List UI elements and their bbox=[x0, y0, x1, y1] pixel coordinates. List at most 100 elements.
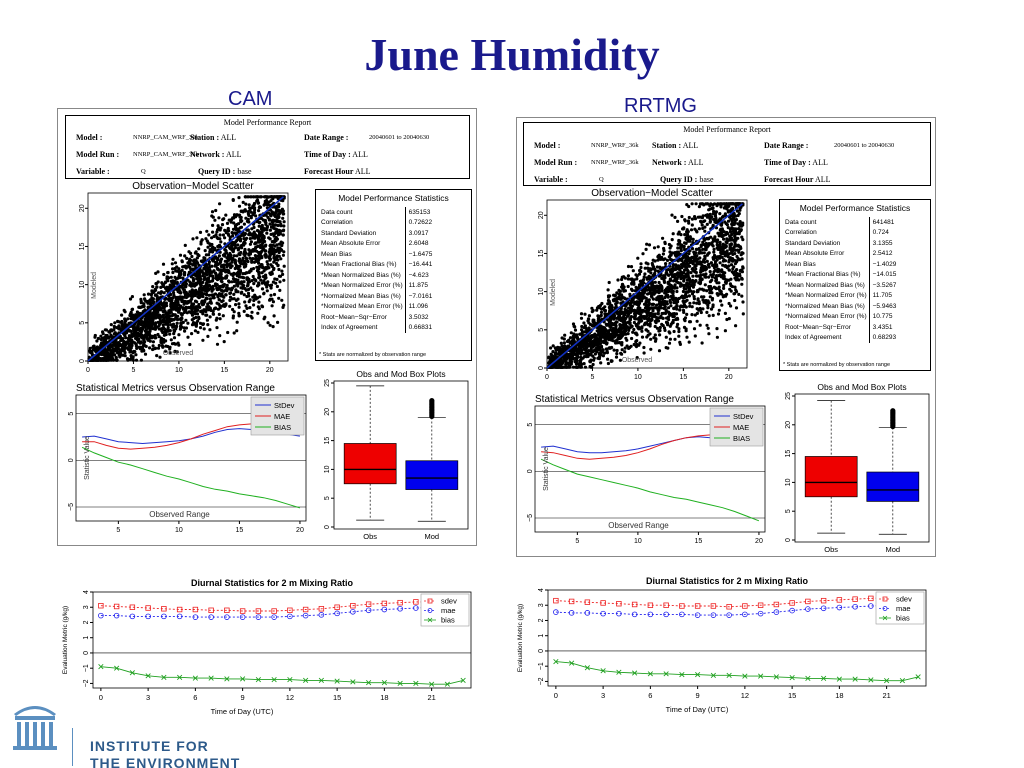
scatter-point bbox=[212, 269, 216, 273]
scatter-point bbox=[175, 350, 179, 354]
x-tick-label: 10 bbox=[175, 367, 183, 374]
scatter-point bbox=[735, 202, 739, 206]
scatter-point bbox=[252, 225, 256, 230]
scatter-point bbox=[265, 225, 269, 229]
scatter-point bbox=[242, 276, 246, 280]
scatter-point bbox=[640, 329, 644, 333]
scatter-point bbox=[210, 214, 214, 218]
scatter-point bbox=[117, 324, 121, 328]
scatter-point bbox=[642, 316, 646, 320]
scatter-point bbox=[231, 234, 235, 238]
scatter-point bbox=[216, 258, 220, 262]
scatter-point bbox=[637, 310, 641, 314]
scatter-point bbox=[706, 299, 710, 303]
scatter-point bbox=[217, 268, 221, 272]
scatter-point bbox=[694, 274, 698, 278]
scatter-point bbox=[595, 336, 599, 341]
scatter-point bbox=[135, 346, 139, 350]
scatter-point bbox=[626, 274, 630, 278]
scatter-point bbox=[682, 310, 686, 314]
scatter-point bbox=[218, 334, 222, 338]
scatter-point bbox=[151, 344, 155, 348]
stats-label: *Normalized Mean Bias (%) bbox=[321, 292, 401, 300]
scatter-point bbox=[251, 274, 255, 279]
scatter-point bbox=[643, 272, 647, 276]
scatter-point bbox=[736, 222, 740, 226]
scatter-point bbox=[238, 213, 242, 217]
chart-title: Observation−Model Scatter bbox=[132, 181, 254, 192]
scatter-point bbox=[230, 260, 234, 264]
y-tick-label: 20 bbox=[79, 204, 86, 212]
scatter-point bbox=[632, 308, 636, 312]
scatter-point bbox=[227, 279, 231, 283]
scatter-point bbox=[120, 324, 125, 328]
scatter-point bbox=[266, 280, 270, 284]
scatter-point bbox=[268, 297, 272, 301]
scatter-point bbox=[660, 255, 664, 260]
scatter-point bbox=[626, 277, 630, 281]
scatter-point bbox=[162, 291, 166, 295]
scatter-point bbox=[104, 338, 108, 342]
scatter-point bbox=[239, 262, 243, 266]
scatter-point bbox=[638, 299, 642, 303]
scatter-point bbox=[237, 247, 241, 251]
scatter-point bbox=[629, 265, 634, 269]
scatter-point bbox=[740, 257, 744, 261]
scatter-point bbox=[740, 294, 744, 298]
scatter-point bbox=[223, 236, 227, 240]
scatter-point bbox=[252, 211, 256, 215]
scatter-point bbox=[176, 314, 180, 318]
scatter-point bbox=[143, 329, 147, 333]
scatter-point bbox=[726, 219, 731, 223]
scatter-point bbox=[741, 238, 745, 242]
scatter-point bbox=[608, 301, 612, 305]
stats-label: *Mean Normalized Error (%) bbox=[321, 282, 403, 290]
plot-frame bbox=[75, 394, 307, 522]
scatter-point bbox=[700, 277, 704, 281]
scatter-point bbox=[217, 216, 221, 220]
scatter-point bbox=[654, 284, 659, 288]
scatter-point bbox=[195, 256, 199, 260]
scatter-point bbox=[107, 335, 111, 339]
scatter-point bbox=[737, 278, 741, 282]
scatter-point bbox=[611, 330, 615, 334]
scatter-point bbox=[670, 251, 674, 255]
scatter-point bbox=[214, 272, 218, 276]
scatter-point bbox=[268, 228, 272, 232]
scatter-point bbox=[246, 291, 251, 295]
scatter-point bbox=[661, 266, 665, 270]
scatter-point bbox=[619, 301, 623, 305]
scatter-point bbox=[657, 280, 661, 285]
scatter-point bbox=[231, 277, 236, 281]
scatter-point bbox=[148, 339, 152, 343]
scatter-point bbox=[189, 305, 194, 309]
scatter-point bbox=[156, 296, 160, 300]
scatter-point bbox=[142, 293, 146, 297]
scatter-point bbox=[237, 305, 241, 309]
scatter-point bbox=[136, 323, 140, 327]
scatter-point bbox=[256, 254, 260, 258]
scatter-point bbox=[271, 195, 275, 199]
scatter-point bbox=[260, 225, 264, 229]
scatter-point bbox=[211, 285, 215, 289]
scatter-point bbox=[617, 292, 621, 296]
scatter-point bbox=[192, 302, 196, 306]
scatter-point bbox=[226, 330, 230, 335]
scatter-point bbox=[188, 342, 192, 347]
scatter-point bbox=[579, 316, 584, 320]
scatter-point bbox=[189, 299, 193, 303]
chart-title: Observation−Model Scatter bbox=[591, 188, 713, 199]
scatter-point bbox=[268, 284, 272, 288]
scatter-point bbox=[143, 325, 147, 329]
scatter-point bbox=[661, 258, 666, 262]
scatter-point bbox=[722, 258, 726, 262]
scatter-point bbox=[180, 295, 184, 299]
stats-value: −4.623 bbox=[404, 270, 435, 281]
scatter-point bbox=[241, 272, 245, 276]
scatter-point bbox=[725, 266, 729, 270]
scatter-point bbox=[260, 244, 264, 248]
scatter-point bbox=[218, 261, 222, 265]
scatter-point bbox=[722, 237, 726, 241]
stats-value: 635153 bbox=[404, 207, 435, 218]
scatter-point bbox=[128, 335, 132, 339]
